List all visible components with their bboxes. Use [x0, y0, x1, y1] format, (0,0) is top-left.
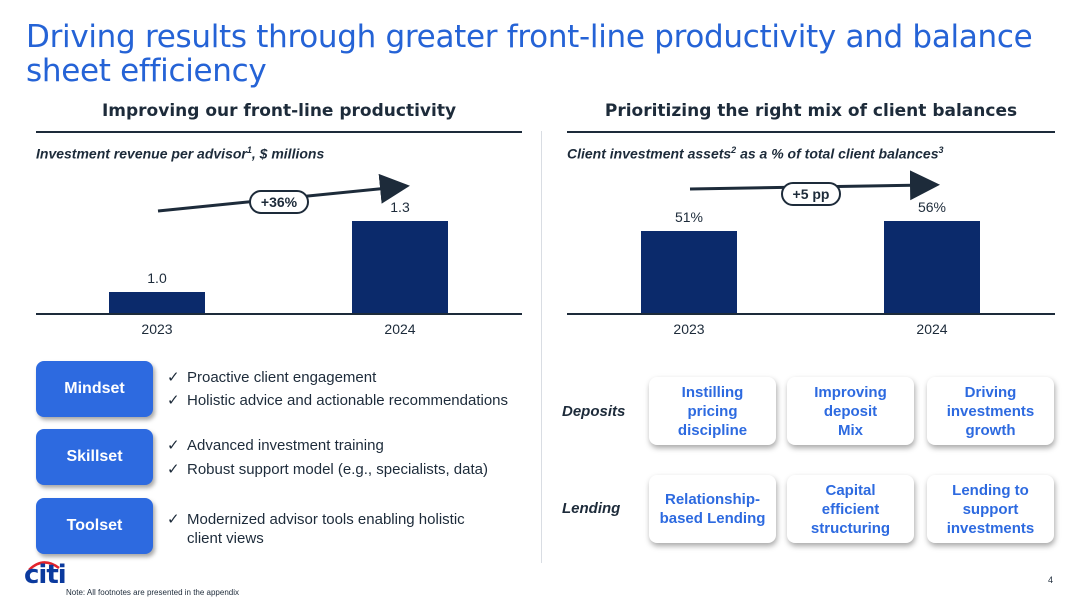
left-heading-rule	[36, 131, 522, 133]
list-item: ✓ Holistic advice and actionable recommen…	[167, 392, 509, 409]
right-bar-2024	[884, 221, 980, 313]
left-bar-2023-value: 1.0	[147, 270, 167, 286]
check-icon: ✓	[167, 437, 180, 454]
card-driving-investments-growth[interactable]: Driving investments growth	[927, 377, 1054, 445]
toolset-button[interactable]: Toolset	[36, 498, 153, 554]
skillset-points: ✓ Advanced investment training ✓ Robust su…	[167, 436, 488, 483]
page-number: 4	[1048, 575, 1054, 585]
left-bar-2024	[352, 221, 448, 313]
right-change-pill: +5 pp	[781, 182, 841, 206]
row-label-deposits: Deposits	[562, 403, 626, 420]
row-label-lending: Lending	[562, 500, 621, 517]
mindset-button[interactable]: Mindset	[36, 361, 153, 417]
right-x-tick-2023: 2023	[673, 321, 705, 337]
list-item: ✓ Robust support model (e.g., specialists…	[167, 461, 488, 478]
check-icon: ✓	[167, 511, 180, 528]
check-icon: ✓	[167, 369, 180, 386]
skillset-button[interactable]: Skillset	[36, 429, 153, 485]
check-icon: ✓	[167, 392, 180, 409]
citi-logo-arc-icon	[28, 561, 60, 571]
left-x-axis	[36, 313, 522, 315]
mindset-points: ✓ Proactive client engagement ✓ Holistic a…	[167, 368, 508, 414]
card-capital-efficient-structuring[interactable]: Capital efficient structuring	[787, 475, 914, 543]
card-improving-deposit-mix[interactable]: Improving deposit Mix	[787, 377, 914, 445]
page-title: Driving results through greater front-li…	[26, 19, 1033, 89]
toolset-points: ✓ Modernized advisor tools enabling holis…	[167, 510, 507, 552]
list-item: ✓ Proactive client engagement	[167, 369, 377, 386]
right-x-tick-2024: 2024	[916, 321, 948, 337]
right-heading-rule	[567, 131, 1055, 133]
citi-logo: citi	[24, 560, 67, 590]
left-x-tick-2023: 2023	[141, 321, 173, 337]
card-instilling-pricing-discipline[interactable]: Instilling pricing discipline	[649, 377, 776, 445]
right-bar-2023	[641, 231, 737, 313]
left-change-pill: +36%	[249, 190, 309, 214]
check-icon: ✓	[167, 461, 180, 478]
left-bar-2023	[109, 292, 205, 313]
right-bar-2024-value: 56%	[917, 199, 947, 215]
list-item: ✓ Advanced investment training	[167, 437, 384, 454]
card-lending-to-support-investments[interactable]: Lending to support investments	[927, 475, 1054, 543]
left-section-heading: Improving our front-line productivity	[101, 101, 457, 121]
footnote-note: Note: All footnotes are presented in the…	[66, 588, 240, 597]
section-divider	[541, 131, 542, 563]
right-bar-2023-value: 51%	[674, 209, 704, 225]
left-chart-subtitle: Investment revenue per advisor1, $ milli…	[36, 145, 325, 162]
left-x-tick-2024: 2024	[384, 321, 416, 337]
right-x-axis	[567, 313, 1055, 315]
card-relationship-based-lending[interactable]: Relationship-based Lending	[649, 475, 776, 543]
list-item: ✓ Modernized advisor tools enabling holis…	[167, 511, 465, 547]
right-chart-subtitle: Client investment assets2 as a % of tota…	[567, 145, 944, 162]
right-section-heading: Prioritizing the right mix of client bal…	[604, 101, 1018, 121]
